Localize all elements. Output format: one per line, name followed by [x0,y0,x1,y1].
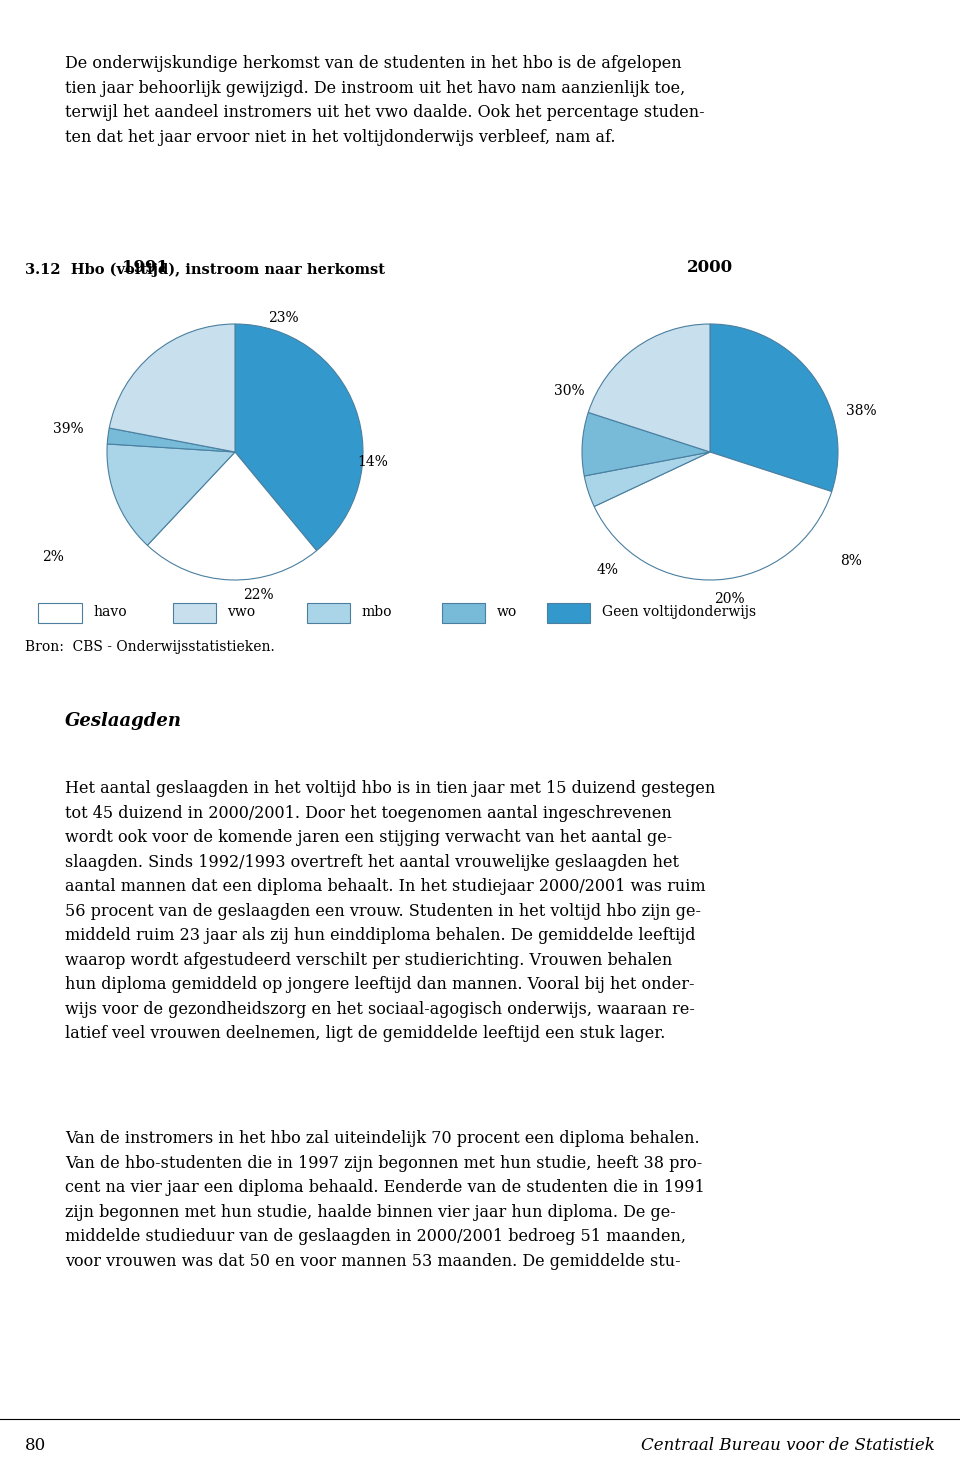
Text: havo: havo [93,605,127,620]
Text: 38%: 38% [846,404,876,418]
Text: 4%: 4% [596,563,618,577]
Text: Geslaagden: Geslaagden [65,712,182,731]
Text: Geen voltijdonderwijs: Geen voltijdonderwijs [602,605,756,620]
Text: 1991: 1991 [123,259,168,276]
Wedge shape [107,444,235,545]
Text: 22%: 22% [243,588,274,602]
Wedge shape [585,452,710,506]
Wedge shape [109,325,235,452]
Text: wo: wo [496,605,516,620]
Text: Bron:  CBS - Onderwijsstatistieken.: Bron: CBS - Onderwijsstatistieken. [25,640,275,655]
Bar [307,604,350,623]
Text: 3.12  Hbo (voltijd), instroom naar herkomst: 3.12 Hbo (voltijd), instroom naar herkom… [25,263,385,278]
Wedge shape [108,428,235,452]
Text: Van de instromers in het hbo zal uiteindelijk 70 procent een diploma behalen.
Va: Van de instromers in het hbo zal uiteind… [65,1130,705,1269]
Wedge shape [148,452,317,580]
Text: 30%: 30% [554,383,585,398]
Text: 80: 80 [25,1437,46,1455]
Wedge shape [594,452,831,580]
Text: mbo: mbo [362,605,393,620]
Wedge shape [582,412,710,477]
Text: 2%: 2% [42,550,64,564]
Text: De onderwijskundige herkomst van de studenten in het hbo is de afgelopen
tien ja: De onderwijskundige herkomst van de stud… [65,56,705,146]
Bar [547,604,590,623]
Text: 14%: 14% [358,455,389,469]
Text: 39%: 39% [54,423,84,436]
Text: 2000: 2000 [687,259,733,276]
Bar [173,604,216,623]
Text: vwo: vwo [228,605,255,620]
Text: Centraal Bureau voor de Statistiek: Centraal Bureau voor de Statistiek [641,1437,935,1455]
Text: 23%: 23% [269,310,299,325]
Bar [442,604,485,623]
Wedge shape [710,325,838,491]
Wedge shape [235,325,363,551]
Text: 8%: 8% [840,554,862,567]
Text: 20%: 20% [714,592,745,607]
Bar [38,604,82,623]
Wedge shape [588,325,710,452]
Text: Het aantal geslaagden in het voltijd hbo is in tien jaar met 15 duizend gestegen: Het aantal geslaagden in het voltijd hbo… [65,781,715,1042]
